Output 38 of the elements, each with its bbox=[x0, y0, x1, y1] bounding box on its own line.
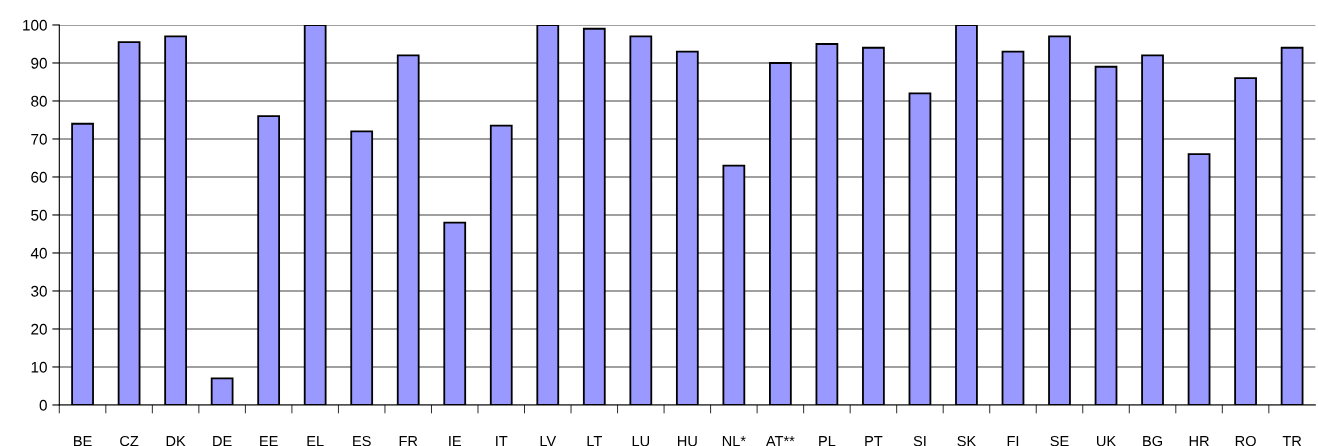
x-tick-label: ES bbox=[353, 435, 371, 446]
x-tick-label: FR bbox=[399, 436, 418, 446]
x-tick-label: TR bbox=[1282, 436, 1302, 446]
y-tick-label: 0 bbox=[39, 399, 47, 411]
y-tick-label: 80 bbox=[31, 95, 47, 107]
y-tick-label: 70 bbox=[31, 133, 47, 145]
x-tick-label: LU bbox=[632, 436, 650, 446]
y-tick-label: 90 bbox=[31, 57, 47, 69]
x-tick-label: BG bbox=[1143, 435, 1162, 446]
x-tick-label: SI bbox=[913, 435, 926, 446]
y-tick-label: 60 bbox=[31, 171, 47, 183]
y-tick-label: 20 bbox=[31, 323, 47, 335]
x-tick-label: FI bbox=[1007, 436, 1019, 446]
x-tick-label: RO bbox=[1235, 435, 1256, 446]
y-tick-label: 50 bbox=[31, 209, 47, 221]
y-tick-label: 100 bbox=[23, 19, 47, 31]
x-tick-label: EL bbox=[307, 436, 324, 446]
x-tick-label: UK bbox=[1097, 436, 1116, 446]
x-tick-label: CZ bbox=[120, 435, 139, 446]
x-tick-label: HR bbox=[1189, 436, 1209, 446]
x-tick-label: IT bbox=[496, 436, 508, 446]
x-tick-label: BE bbox=[74, 436, 92, 446]
y-tick-label: 30 bbox=[31, 285, 47, 297]
x-tick-label: AT** bbox=[765, 436, 795, 446]
x-tick-label: NL* bbox=[722, 436, 746, 446]
x-tick-label: SK bbox=[957, 435, 977, 446]
x-tick-label: DE bbox=[213, 436, 232, 446]
x-tick-label: DK bbox=[166, 436, 186, 446]
y-tick-label: 10 bbox=[31, 361, 47, 373]
x-tick-label: PT bbox=[865, 436, 883, 446]
x-tick-label: IE bbox=[449, 436, 461, 446]
y-tick-label: 40 bbox=[30, 247, 47, 259]
x-tick-label: LV bbox=[540, 436, 557, 446]
x-tick-label: PL bbox=[819, 436, 836, 446]
x-tick-label: HU bbox=[678, 436, 697, 446]
x-tick-label: SE bbox=[1050, 435, 1069, 446]
x-tick-label: LT bbox=[587, 436, 602, 446]
x-tick-label: EE bbox=[260, 436, 278, 446]
